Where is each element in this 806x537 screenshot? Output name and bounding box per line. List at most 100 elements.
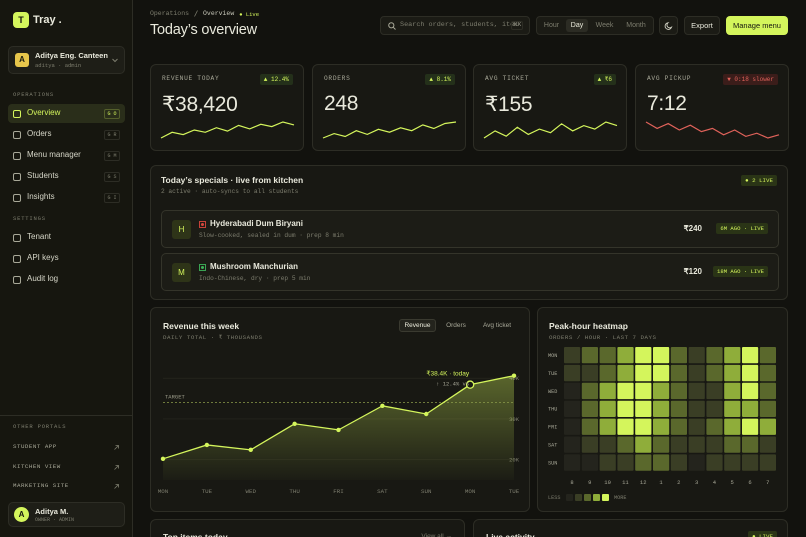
heatmap-cell (688, 454, 705, 471)
specials-subtitle: 2 active · auto-syncs to all students (161, 188, 299, 195)
row-label: TUE (548, 371, 557, 377)
heatmap-cell (759, 347, 776, 364)
sidebar: T Tray . A Aditya Eng. Canteen aditya · admi… (0, 0, 133, 537)
y-tick-label: 20K (509, 457, 520, 464)
heatmap-cell (706, 382, 723, 400)
nav-item[interactable]: Tenant (8, 228, 125, 247)
nav-icon (13, 109, 21, 118)
heatmap-cell (742, 436, 759, 453)
special-row[interactable]: H Hyderabadi Dum Biryani Slow-cooked, seal… (161, 210, 779, 248)
heatmap-cell (724, 400, 741, 417)
highlight-label: ₹38.4K · today (426, 370, 470, 378)
special-name: Hyderabadi Dum Biryani (210, 219, 303, 228)
nav-item[interactable]: Students G S (8, 167, 125, 186)
x-tick-label: MON (158, 488, 169, 495)
chart-tab[interactable]: Avg ticket (482, 322, 512, 329)
search-glass (388, 22, 395, 29)
special-status: 6M AGO · LIVE (716, 223, 768, 234)
nav-icon-shape (13, 233, 21, 242)
chart-subtitle: DAILY TOTAL · ₹ THOUSANDS (163, 334, 263, 341)
nav-section-title: SETTINGS (13, 215, 46, 222)
nav-label: Audit log (27, 274, 59, 283)
heatmap-cell (759, 364, 776, 382)
y-tick-label: 30K (509, 416, 520, 423)
user-role: OWNER · ADMIN (35, 517, 75, 523)
portal-link[interactable]: STUDENT APP (8, 443, 125, 453)
moon (664, 22, 673, 30)
export-button[interactable]: Export (684, 16, 720, 35)
heatmap-cell (599, 418, 616, 435)
search[interactable]: Search orders, students, ite… ⌘K (380, 16, 530, 35)
card-action[interactable]: View all → (421, 533, 452, 537)
portal-link[interactable]: KITCHEN VIEW (8, 463, 125, 473)
range-button[interactable]: Week (595, 22, 614, 29)
column-label: 11 (622, 479, 629, 486)
theme-toggle[interactable] (659, 16, 678, 35)
heatmap-cell (688, 382, 705, 400)
heatmap-cell (599, 347, 616, 364)
special-initial: H (172, 220, 191, 239)
heatmap-cell (635, 454, 652, 471)
heatmap-cell (759, 454, 776, 471)
breadcrumb-item[interactable]: Operations (150, 10, 190, 17)
heatmap-cell (564, 418, 581, 435)
heatmap-cell (742, 418, 759, 435)
card-title: Live activity (486, 532, 535, 537)
y-tick-label: 40K (509, 375, 520, 382)
highlight-sublabel: ↑ 12.4% vs (436, 381, 469, 388)
chevron-icon (112, 58, 118, 63)
heatmap-cell (581, 382, 598, 400)
tenant-avatar: A (15, 53, 29, 67)
column-label: 5 (731, 479, 734, 486)
heatmap-cell (670, 347, 687, 364)
chevron (112, 58, 118, 63)
nav-item[interactable]: Audit log (8, 270, 125, 289)
diet-dot (201, 223, 204, 226)
card-title: Top items today (163, 532, 228, 537)
chart-tab[interactable]: Revenue (399, 319, 436, 332)
special-row[interactable]: M Mushroom Manchurian Indo-Chinese, dry · … (161, 253, 779, 291)
kpi-label: AVG PICKUP (647, 75, 692, 82)
page-title: Today’s overview (150, 22, 257, 38)
sparkline (322, 121, 457, 139)
chart-tab[interactable]: Orders (446, 322, 466, 329)
kpi-label: REVENUE TODAY (162, 75, 220, 82)
nav-item[interactable]: Menu manager G M (8, 146, 125, 165)
portal-link[interactable]: MARKETING SITE (8, 482, 125, 492)
column-label: 7 (766, 479, 769, 486)
heatmap-cell (653, 382, 670, 400)
nav-label: Overview (27, 108, 61, 117)
nav-item[interactable]: Overview G O (8, 104, 125, 123)
heatmap-cell (599, 436, 616, 453)
special-desc: Slow-cooked, sealed in dum · prep 8 min (199, 232, 344, 239)
heatmap-cell (670, 364, 687, 382)
tenant-switcher[interactable]: A Aditya Eng. Canteen aditya · admin (8, 46, 125, 74)
heatmap-cell (742, 400, 759, 417)
nav-label: API keys (27, 253, 59, 262)
row-label: WED (548, 389, 557, 395)
heatmap-cell (653, 347, 670, 364)
special-name: Mushroom Manchurian (210, 262, 299, 271)
range-button[interactable]: Hour (543, 22, 560, 29)
manage-menu-button[interactable]: Manage menu (726, 16, 788, 35)
legend-swatch (593, 494, 600, 501)
nav-item[interactable]: API keys (8, 249, 125, 268)
nav-item[interactable]: Insights G I (8, 188, 125, 207)
kpi-label: ORDERS (324, 75, 351, 82)
revenue-chart: 20K 30K 40K TARGET MON TUE WED THU FRI SAT SUN MON T… (158, 370, 520, 495)
nav-icon (13, 151, 21, 160)
heatmap-cell (617, 364, 634, 382)
range-button[interactable]: Day (566, 19, 588, 32)
heatmap-cell (581, 418, 598, 435)
heatmap-cell (581, 364, 598, 382)
nav-icon-shape (13, 254, 21, 263)
heatmap-cell (742, 454, 759, 471)
user-card[interactable]: A Aditya M. OWNER · ADMIN (8, 502, 125, 527)
x-tick-label: MON (465, 488, 476, 495)
range-button[interactable]: Month (626, 22, 646, 29)
breadcrumb-item[interactable]: Overview (203, 10, 235, 17)
sparkline (483, 121, 618, 139)
nav-item[interactable]: Orders G R (8, 125, 125, 144)
